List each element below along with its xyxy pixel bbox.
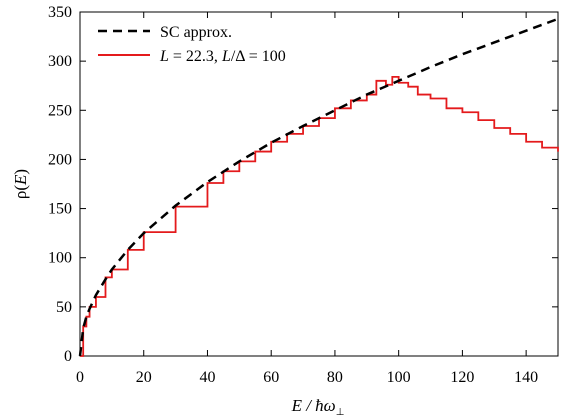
y-tick-label: 200: [48, 151, 72, 168]
y-tick-label: 250: [48, 102, 72, 119]
y-tick-label: 350: [48, 4, 72, 21]
x-tick-label: 60: [263, 369, 279, 386]
legend: SC approx. L = 22.3, L/Δ = 100: [98, 24, 286, 65]
x-tick-label: 120: [450, 369, 474, 386]
x-tick-label: 0: [76, 369, 84, 386]
legend-label-hist: L = 22.3, L/Δ = 100: [159, 48, 286, 65]
y-tick-label: 100: [48, 250, 72, 267]
plot-frame: [79, 11, 559, 357]
series-histogram-line: [80, 75, 559, 357]
legend-label-sc: SC approx.: [160, 24, 232, 41]
x-axis-title: E / ħω⊥: [291, 396, 345, 418]
x-tick-label: 40: [199, 369, 215, 386]
y-tick-label: 0: [64, 348, 72, 365]
y-axis-title: ρ(E): [11, 169, 30, 199]
x-tick-label: 140: [514, 369, 538, 386]
y-tick-label: 150: [48, 201, 72, 218]
series-layer: [78, 17, 559, 357]
x-tick-label: 80: [327, 369, 343, 386]
series-sc-approx-line: [78, 17, 559, 357]
x-axis-ticks: 0 20 40 60 80 100 120 140: [76, 12, 538, 386]
y-axis-ticks: 0 50 100 150 200 250 300 350: [48, 4, 558, 365]
y-tick-label: 300: [48, 53, 72, 70]
y-tick-label: 50: [56, 299, 72, 316]
x-tick-label: 20: [136, 369, 152, 386]
x-tick-label: 100: [387, 369, 411, 386]
